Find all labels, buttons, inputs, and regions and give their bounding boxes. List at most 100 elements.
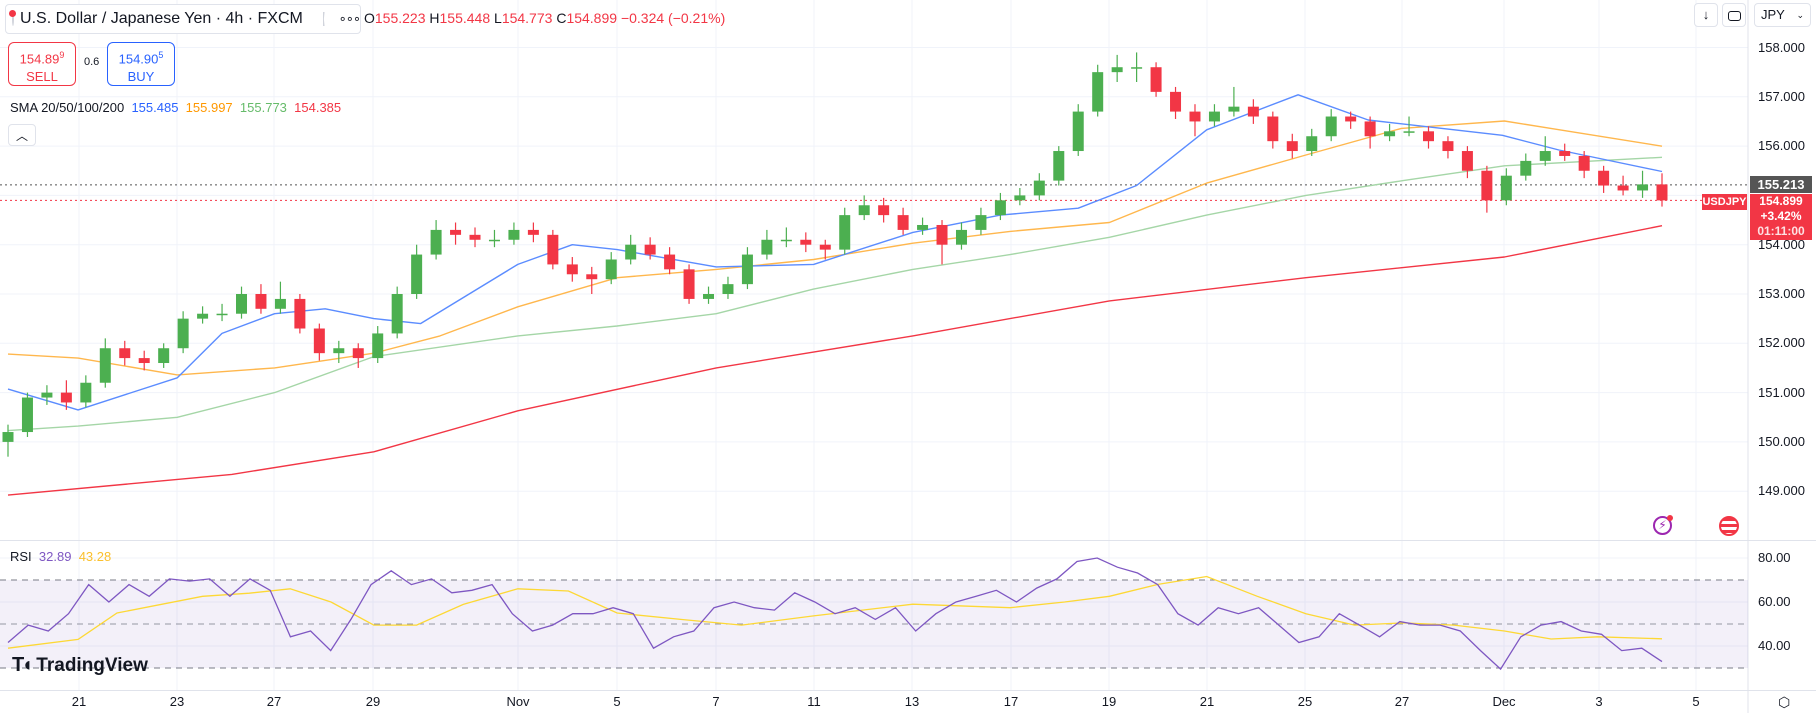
candle-body	[41, 392, 53, 398]
candle-body	[605, 259, 617, 280]
low-value: 154.773	[501, 10, 553, 26]
time-axis-label: 25	[1297, 694, 1313, 709]
candle-body	[1053, 151, 1065, 181]
fullscreen-button[interactable]	[1722, 3, 1746, 27]
chevron-up-icon: ︿	[15, 129, 28, 143]
settings-icon[interactable]: ⬡	[1778, 694, 1791, 710]
candle-body	[391, 294, 403, 334]
sma-legend[interactable]: SMA 20/50/100/200 155.485 155.997 155.77…	[10, 100, 341, 115]
candle-body	[819, 244, 831, 250]
candle-body	[1384, 131, 1396, 137]
close-value: 154.899	[566, 10, 618, 26]
sma-label: SMA 20/50/100/200	[10, 100, 125, 115]
low-label: L	[494, 10, 502, 26]
close-label: C	[556, 10, 567, 26]
collapse-legend-button[interactable]: ︿	[8, 124, 36, 146]
rsi-label: RSI	[10, 549, 32, 564]
candle-body	[119, 348, 131, 359]
tradingview-logo[interactable]: T◖ TradingView	[12, 654, 148, 677]
lightning-icon[interactable]: ⚡	[1653, 515, 1673, 535]
candle-body	[450, 229, 462, 235]
candle-body	[1189, 111, 1201, 122]
currency-value: JPY	[1761, 7, 1785, 22]
buy-price-sup: 5	[158, 50, 164, 60]
more-options-icon[interactable]: ∘∘∘	[338, 11, 361, 26]
us-flag-icon[interactable]	[1719, 516, 1739, 536]
sma50-line	[7, 120, 1663, 376]
sma100-value: 155.773	[239, 100, 287, 115]
symbol-price-tag: USDJPY	[1702, 194, 1747, 210]
candle-body	[994, 200, 1006, 216]
time-axis-label: 7	[712, 694, 720, 709]
candle-body	[60, 392, 72, 403]
candle-body	[722, 284, 734, 294]
tradingview-logo-text: TradingView	[36, 654, 148, 676]
scroll-to-latest-button[interactable]: ↓	[1694, 3, 1718, 27]
candle-body	[1559, 151, 1571, 156]
time-axis-label: Nov	[506, 694, 530, 709]
candle-body	[1442, 141, 1454, 152]
last-price: 154.899	[1759, 194, 1803, 208]
symbol-title-box[interactable]: U.S. Dollar / Japanese Yen · 4h · FXCM ∘…	[5, 4, 361, 34]
candle-body	[1481, 170, 1493, 201]
candle-body	[839, 215, 851, 250]
candle-body	[975, 215, 987, 230]
rsi-axis-label: 60.00	[1758, 594, 1791, 609]
candle-body	[1461, 151, 1473, 171]
candle-body	[177, 318, 189, 349]
rsi-value: 32.89	[38, 549, 72, 564]
time-axis-label: 5	[613, 694, 621, 709]
candle-body	[430, 229, 442, 255]
open-label: O	[364, 10, 375, 26]
flag-icon[interactable]	[322, 12, 325, 26]
rsi-line	[7, 557, 1663, 671]
candle-body	[2, 432, 14, 442]
symbol-title: U.S. Dollar / Japanese Yen · 4h · FXCM	[20, 10, 303, 27]
candle-body	[586, 274, 598, 280]
price-axis-label: 157.000	[1758, 88, 1805, 104]
time-axis-label: 27	[266, 694, 282, 709]
time-axis-label: 21	[71, 694, 87, 709]
buy-button[interactable]: 154.905 BUY	[107, 42, 175, 86]
price-axis-label: 156.000	[1758, 138, 1805, 154]
candle-body	[138, 358, 150, 364]
candle-body	[897, 215, 909, 230]
sell-label: SELL	[26, 69, 58, 85]
candle-body	[761, 239, 773, 255]
candle-body	[800, 239, 812, 245]
currency-dropdown[interactable]: JPY ⌄	[1754, 3, 1811, 27]
candle-body	[352, 348, 364, 359]
candle-body	[1325, 116, 1337, 137]
time-axis-label: 17	[1003, 694, 1019, 709]
price-axis-label: 152.000	[1758, 335, 1805, 351]
candle-body	[216, 313, 228, 316]
rsi-legend[interactable]: RSI 32.89 43.28	[10, 549, 111, 564]
time-axis-label: 29	[365, 694, 381, 709]
sell-button[interactable]: 154.899 SELL	[8, 42, 76, 86]
candle-body	[1345, 116, 1357, 122]
candle-body	[294, 298, 306, 329]
candle-body	[955, 229, 967, 245]
candle-body	[625, 244, 637, 260]
sma200-value: 154.385	[294, 100, 342, 115]
candle-body	[547, 234, 559, 265]
high-value: 155.448	[439, 10, 491, 26]
candle-body	[411, 254, 423, 294]
candle-body	[1072, 111, 1084, 152]
time-axis-label: 19	[1101, 694, 1117, 709]
rsi-ma-value: 43.28	[78, 549, 112, 564]
candle-body	[1637, 184, 1649, 191]
candle-body	[1131, 67, 1143, 69]
sma20-value: 155.485	[131, 100, 179, 115]
candle-body	[1598, 170, 1610, 186]
candle-body	[508, 229, 520, 240]
candle-body	[158, 348, 170, 364]
chevron-down-icon: ⌄	[1796, 10, 1804, 20]
candle-body	[274, 298, 286, 309]
candle-body	[683, 269, 695, 299]
price-axis-label: 158.000	[1758, 39, 1805, 55]
candle-body	[1422, 131, 1434, 142]
buy-price: 154.90	[118, 51, 159, 67]
candle-body	[236, 294, 248, 314]
